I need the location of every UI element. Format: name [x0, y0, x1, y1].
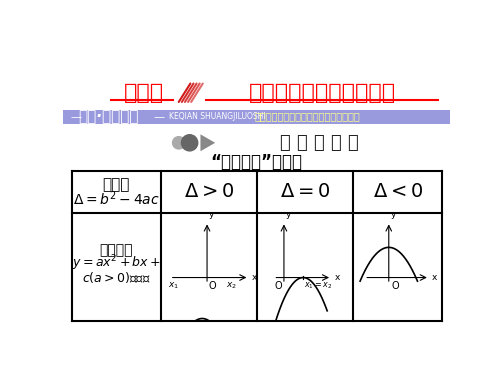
- Text: y: y: [208, 210, 214, 219]
- Text: $c(a>0)$的图象: $c(a>0)$的图象: [82, 270, 150, 285]
- Text: 判别式: 判别式: [102, 177, 130, 192]
- Circle shape: [182, 135, 198, 151]
- Text: 第二节: 第二节: [124, 83, 164, 103]
- Text: x: x: [334, 273, 340, 282]
- Circle shape: [172, 136, 185, 149]
- Text: $x_2$: $x_2$: [226, 280, 236, 291]
- Text: $x_1$: $x_1$: [168, 280, 179, 291]
- Text: $\mathit{\Delta}=b^2-4ac$: $\mathit{\Delta}=b^2-4ac$: [73, 189, 160, 208]
- Text: $x_1{=}x_2$: $x_1{=}x_2$: [304, 280, 332, 291]
- Text: x: x: [432, 273, 438, 282]
- Text: 二次函数: 二次函数: [100, 243, 133, 257]
- Text: O: O: [275, 280, 282, 291]
- Text: KEQIAN SHUANGJILUOSHI: KEQIAN SHUANGJILUOSHI: [170, 112, 266, 121]
- Text: —: —: [154, 112, 165, 122]
- Bar: [62, 110, 450, 123]
- Text: 必 过 教 材 关: 必 过 教 材 关: [280, 134, 359, 152]
- Text: 想一想、背一背、试一试，全面打牢基础: 想一想、背一背、试一试，全面打牢基础: [254, 112, 360, 122]
- Text: $\mathit{\Delta}<0$: $\mathit{\Delta}<0$: [372, 182, 423, 201]
- Text: “三个二次”的关系: “三个二次”的关系: [210, 153, 302, 171]
- Text: 课前·双基落实: 课前·双基落实: [78, 109, 138, 124]
- Text: y: y: [286, 210, 291, 219]
- Text: O: O: [391, 280, 398, 291]
- Text: O: O: [208, 280, 216, 291]
- Text: —: —: [70, 112, 82, 122]
- Text: $\mathit{\Delta}=0$: $\mathit{\Delta}=0$: [280, 182, 330, 201]
- Text: $y=ax^2+bx+$: $y=ax^2+bx+$: [72, 254, 161, 273]
- Text: $\mathit{\Delta}>0$: $\mathit{\Delta}>0$: [184, 182, 234, 201]
- Text: x: x: [252, 273, 257, 282]
- Text: 一元二次不等式及其解法: 一元二次不等式及其解法: [248, 83, 396, 103]
- Polygon shape: [200, 134, 215, 151]
- Text: y: y: [390, 210, 396, 219]
